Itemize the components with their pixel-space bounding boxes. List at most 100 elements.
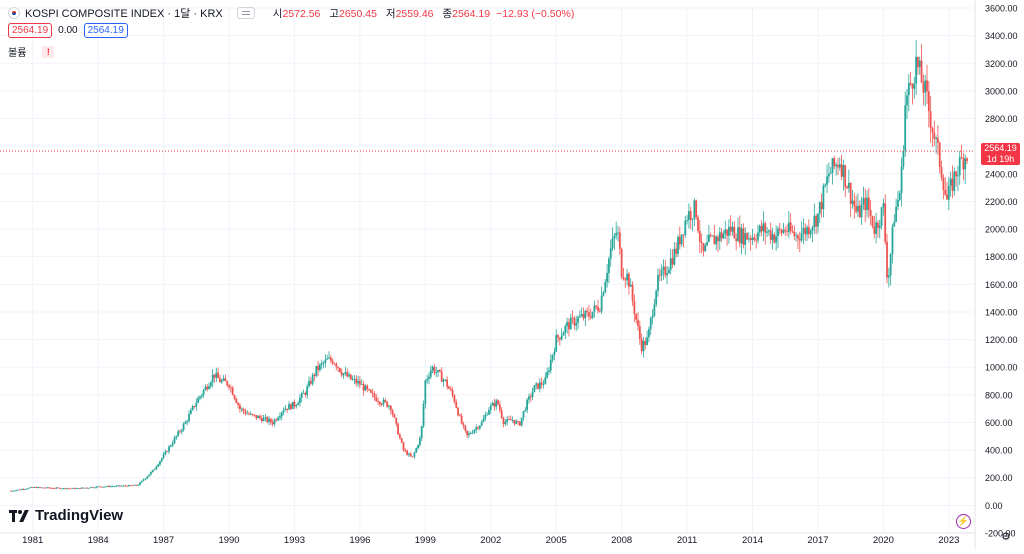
candle-body — [802, 227, 805, 234]
candle-body — [122, 485, 125, 487]
candle-body — [437, 369, 439, 373]
candle-body — [513, 419, 516, 424]
candle-body — [319, 364, 321, 371]
candle-body — [700, 241, 703, 244]
warning-icon[interactable]: ! — [42, 45, 55, 58]
candle-body — [406, 450, 409, 455]
candle-body — [42, 487, 45, 489]
candle-body — [508, 419, 510, 420]
candle-body — [778, 228, 781, 230]
candle-body — [366, 385, 369, 390]
collapse-legend-icon[interactable] — [236, 7, 255, 19]
candle-body — [373, 393, 376, 398]
candle-body — [37, 487, 40, 489]
candle-body — [577, 317, 579, 323]
candle-body — [702, 243, 705, 252]
candle-body — [10, 490, 12, 492]
sell-price-box[interactable]: 2564.19 — [8, 23, 53, 38]
candle-body — [709, 234, 712, 236]
candle-body — [966, 158, 968, 161]
candle-body — [349, 374, 352, 380]
candle-body — [620, 248, 623, 278]
symbol-title[interactable]: KOSPI COMPOSITE INDEX · 1달 · KRX — [25, 8, 223, 20]
candle-body — [231, 387, 234, 396]
candle-body — [306, 386, 309, 395]
candle-body — [882, 203, 885, 208]
candle-body — [675, 248, 678, 254]
candle-body — [733, 226, 736, 239]
candle-body — [749, 238, 752, 241]
y-tick-label: 3400.00 — [985, 31, 1018, 41]
candle-body — [351, 379, 354, 381]
candle-body — [26, 488, 29, 490]
candle-body — [391, 410, 394, 415]
candle-body — [957, 175, 959, 177]
candle-body — [629, 284, 632, 287]
candle-body — [604, 282, 607, 293]
candle-body — [97, 486, 100, 488]
candle-body — [497, 400, 499, 405]
candle-body — [584, 310, 587, 319]
candle-body — [364, 385, 367, 391]
candle-body — [324, 359, 327, 363]
candle-body — [817, 213, 819, 227]
candle-body — [747, 238, 750, 240]
candle-body — [337, 367, 339, 368]
candle-body — [62, 488, 65, 489]
x-tick-label: 1996 — [349, 535, 370, 546]
candle-body — [593, 305, 596, 312]
volume-label[interactable]: 볼륨 — [8, 48, 27, 59]
candle-body — [927, 91, 930, 112]
candle-body — [60, 488, 63, 490]
candle-body — [898, 193, 901, 200]
lightning-icon[interactable]: ⚡ — [956, 514, 971, 529]
candle-body — [311, 374, 314, 384]
candle-body — [369, 389, 372, 393]
tradingview-logo[interactable]: TradingView — [9, 507, 123, 524]
candle-body — [929, 111, 932, 129]
candle-body — [535, 383, 538, 386]
gear-icon[interactable]: ⚙ — [1001, 531, 1011, 543]
x-tick-label: 2005 — [546, 535, 567, 546]
candle-body — [468, 433, 470, 436]
candle-body — [706, 242, 708, 246]
candle-body — [148, 474, 150, 477]
candle-body — [449, 388, 452, 391]
candle-body — [266, 417, 269, 422]
candle-body — [80, 487, 83, 489]
candle-body — [360, 384, 363, 385]
candle-body — [28, 487, 30, 489]
candle-body — [740, 228, 743, 244]
candle-body — [608, 258, 610, 274]
volume-legend: 볼륨 ! — [8, 44, 55, 59]
candle-body — [960, 157, 963, 158]
candle-body — [353, 378, 356, 380]
candle-body — [895, 206, 898, 222]
candle-body — [618, 232, 621, 249]
candle-body — [246, 413, 249, 415]
candle-body — [698, 230, 701, 242]
candle-body — [333, 363, 336, 365]
candle-body — [104, 486, 107, 488]
candle-body — [46, 487, 49, 489]
candle-body — [769, 230, 772, 240]
y-tick-label: 3000.00 — [985, 86, 1018, 96]
candle-body — [949, 178, 952, 186]
candle-body — [837, 164, 839, 168]
candle-body — [771, 234, 774, 240]
candle-body — [617, 232, 619, 234]
candle-body — [146, 476, 149, 479]
candle-body — [328, 357, 330, 359]
candle-body — [317, 365, 319, 371]
candle-body — [735, 238, 738, 241]
candle-body — [926, 80, 928, 92]
candle-body — [655, 290, 658, 305]
candle-body — [531, 392, 534, 398]
buy-price-box[interactable]: 2564.19 — [83, 23, 128, 38]
candle-body — [86, 487, 89, 489]
candle-body — [489, 405, 492, 410]
candle-body — [458, 415, 461, 417]
candle-body — [522, 411, 525, 418]
